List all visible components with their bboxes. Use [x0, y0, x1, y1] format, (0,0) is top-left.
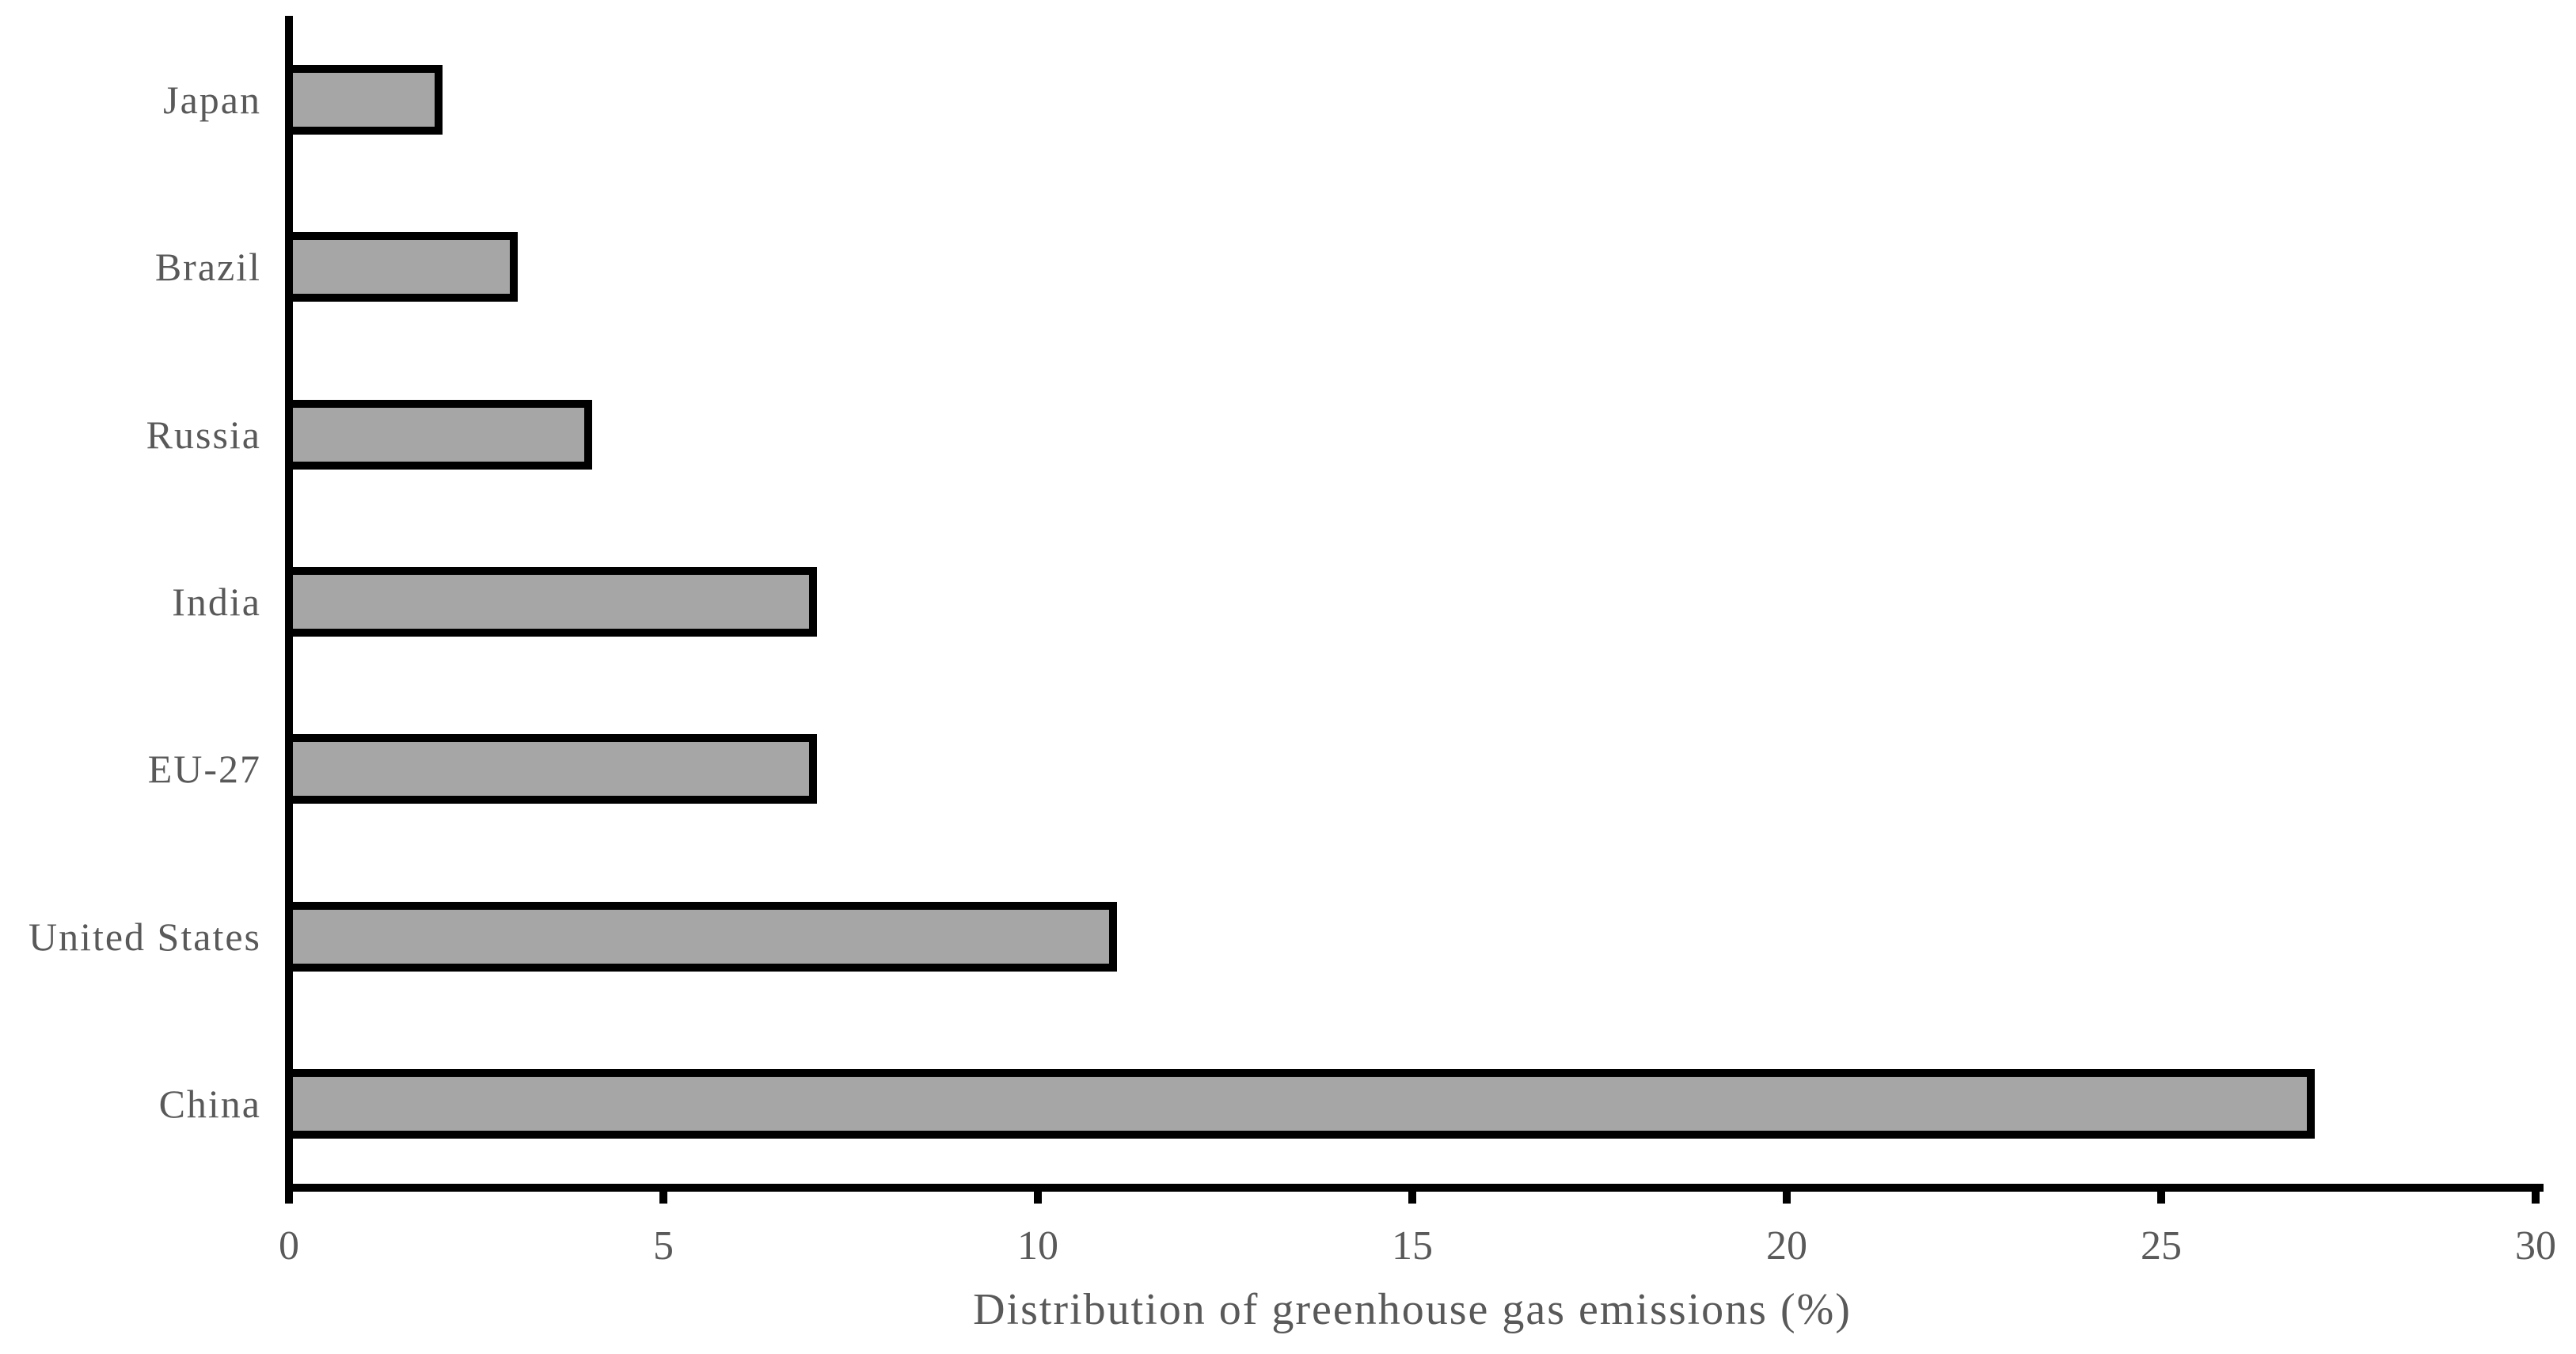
- x-tick-20: [1783, 1192, 1791, 1204]
- x-axis-title: Distribution of greenhouse gas emissions…: [973, 1285, 1852, 1334]
- bar-china: [285, 1069, 2316, 1139]
- x-tick-label-5: 5: [653, 1223, 674, 1268]
- category-label-japan: Japan: [163, 77, 261, 122]
- bar-russia: [285, 399, 593, 470]
- x-tick-label-25: 25: [2141, 1223, 2182, 1268]
- x-tick-label-30: 30: [2515, 1223, 2556, 1268]
- x-tick-5: [659, 1192, 667, 1204]
- bar-india: [285, 567, 818, 637]
- x-tick-label-10: 10: [1017, 1223, 1058, 1268]
- x-tick-15: [1408, 1192, 1416, 1204]
- category-label-russia: Russia: [146, 412, 261, 457]
- x-axis-line: [285, 1184, 2544, 1192]
- bar-eu-27: [285, 734, 818, 804]
- x-tick-label-15: 15: [1392, 1223, 1433, 1268]
- x-tick-25: [2157, 1192, 2165, 1204]
- bar-brazil: [285, 232, 518, 302]
- x-tick-10: [1034, 1192, 1042, 1204]
- category-label-china: China: [158, 1082, 261, 1127]
- category-label-brazil: Brazil: [154, 245, 261, 290]
- category-label-eu-27: EU-27: [147, 747, 261, 792]
- category-label-united-states: United States: [28, 914, 261, 959]
- bar-united-states: [285, 901, 1117, 972]
- category-label-india: India: [172, 580, 261, 624]
- bar-japan: [285, 64, 443, 135]
- x-tick-label-20: 20: [1766, 1223, 1807, 1268]
- x-tick-label-0: 0: [279, 1223, 299, 1268]
- x-tick-30: [2532, 1192, 2540, 1204]
